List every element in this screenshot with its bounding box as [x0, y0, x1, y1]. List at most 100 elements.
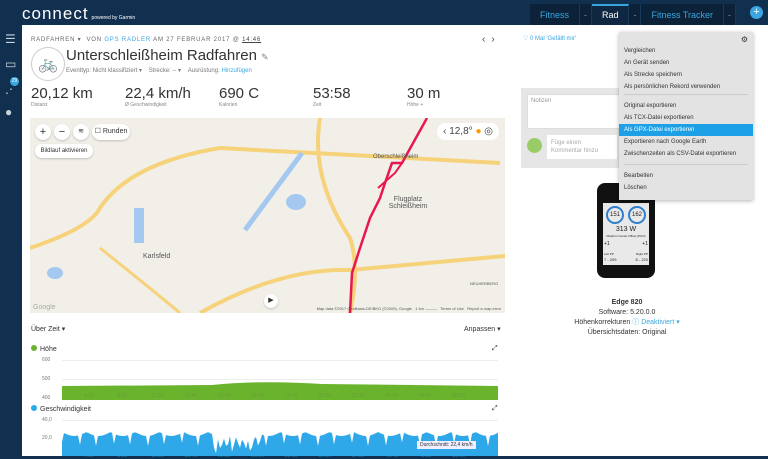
place-label: NEUHERBERG: [470, 281, 499, 286]
menu-divider: [624, 164, 748, 165]
time[interactable]: 14:46: [242, 37, 262, 43]
route-select[interactable]: Strecke: -- ▾: [148, 68, 182, 74]
x-tick: 50:00: [452, 393, 466, 399]
layers-icon[interactable]: ≋: [73, 124, 89, 140]
menu-item[interactable]: Als TCX-Datei exportieren: [624, 115, 694, 121]
menu-item[interactable]: Als Strecke speichern: [624, 72, 683, 78]
place-label: Flugplatz Schleißheim: [388, 196, 428, 210]
top-bar: connect powered by Garmin Fitness - Rad -…: [0, 0, 768, 25]
menu-item[interactable]: Original exportieren: [624, 103, 677, 109]
stat-distance: 20,12 km Distanz: [31, 85, 93, 108]
date: AM 27 FEBRUAR 2017 @: [153, 37, 240, 43]
expand-icon[interactable]: ⤢: [492, 345, 498, 352]
speed-title: Geschwindigkeit: [31, 405, 91, 413]
expand-icon[interactable]: ⤢: [492, 405, 498, 412]
user-link[interactable]: GPS RADLER: [104, 37, 151, 43]
y-tick: 500: [42, 376, 51, 382]
stat-time: 53:58 Zeit: [313, 85, 351, 108]
report-link[interactable]: Report a map error: [467, 306, 501, 311]
menu-item[interactable]: Löschen: [624, 185, 647, 191]
device-info: Edge 820 Software: 5.20.0.0 Höhenkorrekt…: [574, 299, 680, 336]
avatar: [527, 138, 542, 153]
activity-title: Unterschleißheim Radfahren ✎: [66, 47, 269, 64]
user-icon[interactable]: ●: [5, 105, 13, 119]
actions-menu: ⚙ Vergleichen An Gerät senden Als Strecke …: [619, 32, 753, 200]
weather-widget[interactable]: ‹ 12,8° ● ◎: [437, 123, 499, 140]
average-label: Durchschnitt: 22,4 km/h: [417, 441, 476, 449]
x-tick: 8:20: [117, 393, 128, 399]
menu-icon[interactable]: ☰: [5, 32, 16, 46]
customize-button[interactable]: Anpassen ▾: [464, 326, 501, 333]
stat-elevation: 30 m Höhe +: [407, 85, 441, 108]
y-tick: 400: [42, 395, 51, 401]
tabs: Fitness - Rad - Fitness Tracker -: [529, 4, 736, 25]
event-type-select[interactable]: Eventtyp: Nicht klassifiziert ▾: [66, 68, 143, 74]
tab-menu-tracker[interactable]: -: [724, 4, 736, 25]
title-text[interactable]: Unterschleißheim Radfahren: [66, 47, 257, 64]
by-label: VON: [86, 37, 102, 43]
x-tick: 12:30: [151, 393, 164, 399]
chart-mode-select[interactable]: Über Zeit ▾: [31, 326, 66, 333]
activity-nav: ‹›: [482, 34, 501, 45]
scroll-enable-button[interactable]: Bildlauf aktivieren: [35, 144, 93, 158]
menu-item[interactable]: An Gerät senden: [624, 60, 670, 66]
menu-item[interactable]: Als persönlichen Rekord verwenden: [624, 84, 721, 90]
x-tick: 25:00: [251, 393, 265, 399]
sidebar: ☰ ▭ ⋰ 29 ●: [0, 25, 22, 456]
y-tick: 40,0: [42, 417, 52, 423]
logo[interactable]: connect powered by Garmin: [22, 4, 136, 23]
stat-speed: 22,4 km/h Ø Geschwindigkeit: [125, 85, 191, 108]
terms-link[interactable]: Terms of Use: [440, 306, 464, 311]
breadcrumb: RADFAHREN ▾ VON GPS RADLER AM 27 FEBRUAR…: [31, 37, 262, 43]
place-label: Oberschleißheim: [373, 154, 419, 160]
activity-type[interactable]: RADFAHREN: [31, 37, 76, 43]
play-icon[interactable]: ▶: [264, 294, 278, 308]
tab-fitness[interactable]: Fitness: [529, 4, 580, 25]
tab-fitness-tracker[interactable]: Fitness Tracker: [641, 4, 724, 25]
prev-icon[interactable]: ‹: [482, 34, 492, 45]
tab-rad[interactable]: Rad: [591, 4, 630, 25]
add-gear-link[interactable]: Hinzufügen: [221, 68, 252, 74]
map-graphics: [30, 118, 505, 313]
comment-input[interactable]: Füge einen Kommentar hinzu: [547, 135, 617, 159]
zoom-in-button[interactable]: +: [35, 124, 51, 140]
elev-corr-select[interactable]: Deaktiviert ▾: [641, 319, 680, 326]
x-tick: 41:40: [385, 393, 399, 399]
x-tick: 4:10: [84, 393, 94, 399]
inbox-icon[interactable]: ▭: [5, 57, 17, 71]
notification-badge: 29: [10, 77, 19, 86]
gear-icon[interactable]: ⚙: [740, 35, 748, 44]
x-tick: 20:50: [218, 393, 231, 399]
tab-menu-rad[interactable]: -: [629, 4, 642, 25]
menu-item[interactable]: Exportieren nach Google Earth: [624, 139, 707, 145]
sun-icon: ●: [475, 126, 482, 137]
x-tick: 16:40: [184, 393, 198, 399]
temperature: 12,8°: [449, 126, 473, 137]
menu-item[interactable]: Als GPX-Datei exportieren: [619, 124, 753, 136]
x-tick: 37:30: [352, 393, 365, 399]
stats: 20,12 km Distanz 22,4 km/h Ø Geschwindigke…: [31, 85, 501, 108]
laps-checkbox[interactable]: ☐ Runden: [92, 124, 130, 140]
main-content: RADFAHREN ▾ VON GPS RADLER AM 27 FEBRUAR…: [22, 25, 768, 459]
next-icon[interactable]: ›: [491, 34, 501, 45]
activity-meta: Eventtyp: Nicht klassifiziert ▾ Strecke:…: [66, 67, 252, 74]
menu-item[interactable]: Zwischenzeiten als CSV-Datei exportieren: [624, 151, 737, 157]
pencil-icon[interactable]: ✎: [261, 52, 269, 62]
bike-icon: 🚲: [31, 47, 65, 81]
wind-icon: ◎: [484, 126, 493, 137]
gear-label: Ausrüstung:: [187, 68, 220, 74]
menu-item[interactable]: Vergleichen: [624, 48, 656, 54]
elevation-area: [62, 382, 498, 400]
x-tick: 29:10: [285, 393, 298, 399]
menu-item[interactable]: Bearbeiten: [624, 173, 654, 179]
like-button[interactable]: ♡ 0 Mal 'Gefällt mir': [523, 36, 577, 42]
y-tick: 20,0: [42, 435, 52, 441]
y-tick: 600: [42, 357, 51, 363]
plus-icon[interactable]: +: [750, 6, 763, 19]
speed-area: [62, 432, 498, 456]
map[interactable]: + − ≋ ☐ Runden Bildlauf aktivieren ‹ 12,…: [30, 118, 505, 313]
zoom-out-button[interactable]: −: [54, 124, 70, 140]
x-tick: 45:50: [419, 393, 432, 399]
speed-series: [62, 432, 498, 456]
tab-menu-fitness[interactable]: -: [579, 4, 592, 25]
